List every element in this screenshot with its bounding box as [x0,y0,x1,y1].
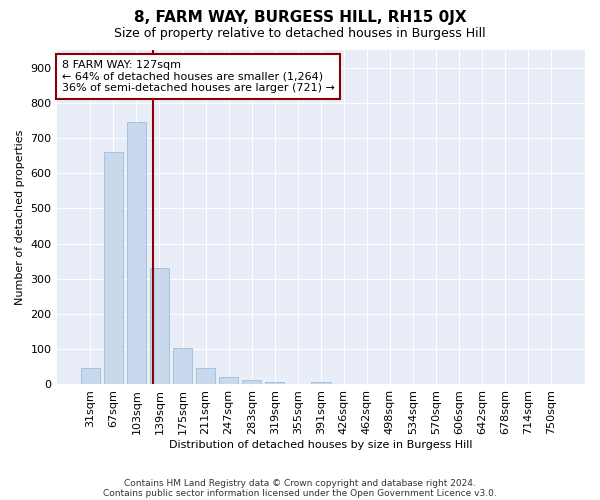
Bar [80,368,100,384]
X-axis label: Distribution of detached houses by size in Burgess Hill: Distribution of detached houses by size … [169,440,473,450]
Bar [196,368,215,384]
Bar [242,380,262,384]
Text: 8, FARM WAY, BURGESS HILL, RH15 0JX: 8, FARM WAY, BURGESS HILL, RH15 0JX [134,10,466,25]
Text: Contains HM Land Registry data © Crown copyright and database right 2024.: Contains HM Land Registry data © Crown c… [124,478,476,488]
Bar [173,348,193,385]
Text: 8 FARM WAY: 127sqm
← 64% of detached houses are smaller (1,264)
36% of semi-deta: 8 FARM WAY: 127sqm ← 64% of detached hou… [62,60,335,93]
Bar [104,152,123,384]
Y-axis label: Number of detached properties: Number of detached properties [15,130,25,305]
Text: Size of property relative to detached houses in Burgess Hill: Size of property relative to detached ho… [114,28,486,40]
Bar [149,268,169,384]
Text: Contains public sector information licensed under the Open Government Licence v3: Contains public sector information licen… [103,488,497,498]
Bar [127,122,146,384]
Bar [265,382,284,384]
Bar [311,382,331,384]
Bar [219,376,238,384]
